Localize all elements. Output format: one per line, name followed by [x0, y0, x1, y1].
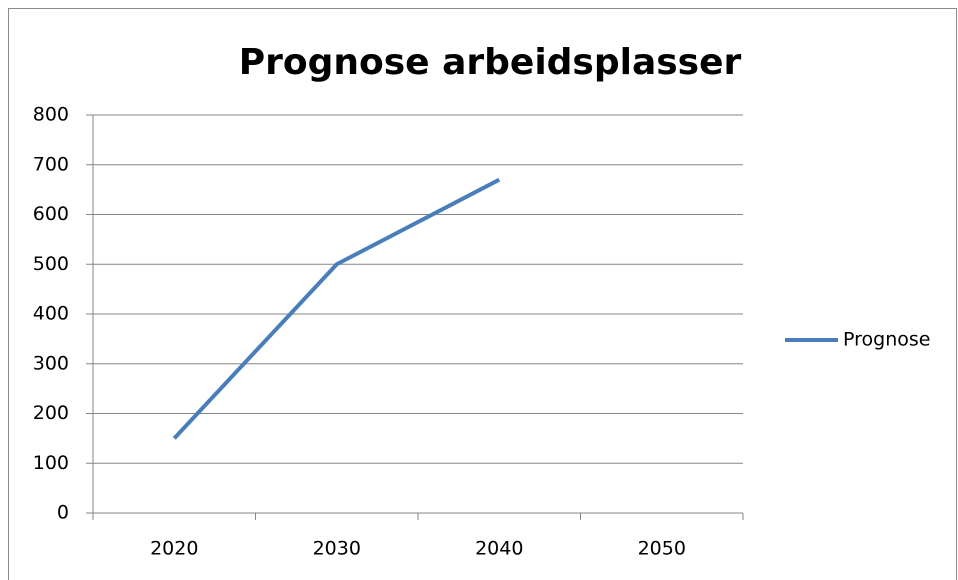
y-tick-label: 100 [33, 452, 69, 474]
y-tick-label: 200 [33, 402, 69, 424]
legend-label: Prognose [843, 329, 930, 351]
y-tick-label: 300 [33, 352, 69, 374]
y-tick-label: 500 [33, 253, 69, 275]
x-tick-label: 2040 [475, 538, 523, 560]
chart-frame [8, 8, 957, 580]
y-tick-label: 700 [33, 153, 69, 175]
x-tick-label: 2020 [150, 538, 198, 560]
chart-title: Prognose arbeidsplasser [239, 42, 742, 83]
series-line [172, 177, 501, 440]
x-tick-label: 2050 [638, 538, 686, 560]
y-tick-label: 0 [57, 502, 69, 524]
x-tick-label: 2030 [313, 538, 361, 560]
y-tick-label: 400 [33, 303, 69, 325]
y-tick-label: 800 [33, 104, 69, 126]
y-tick-label: 600 [33, 203, 69, 225]
